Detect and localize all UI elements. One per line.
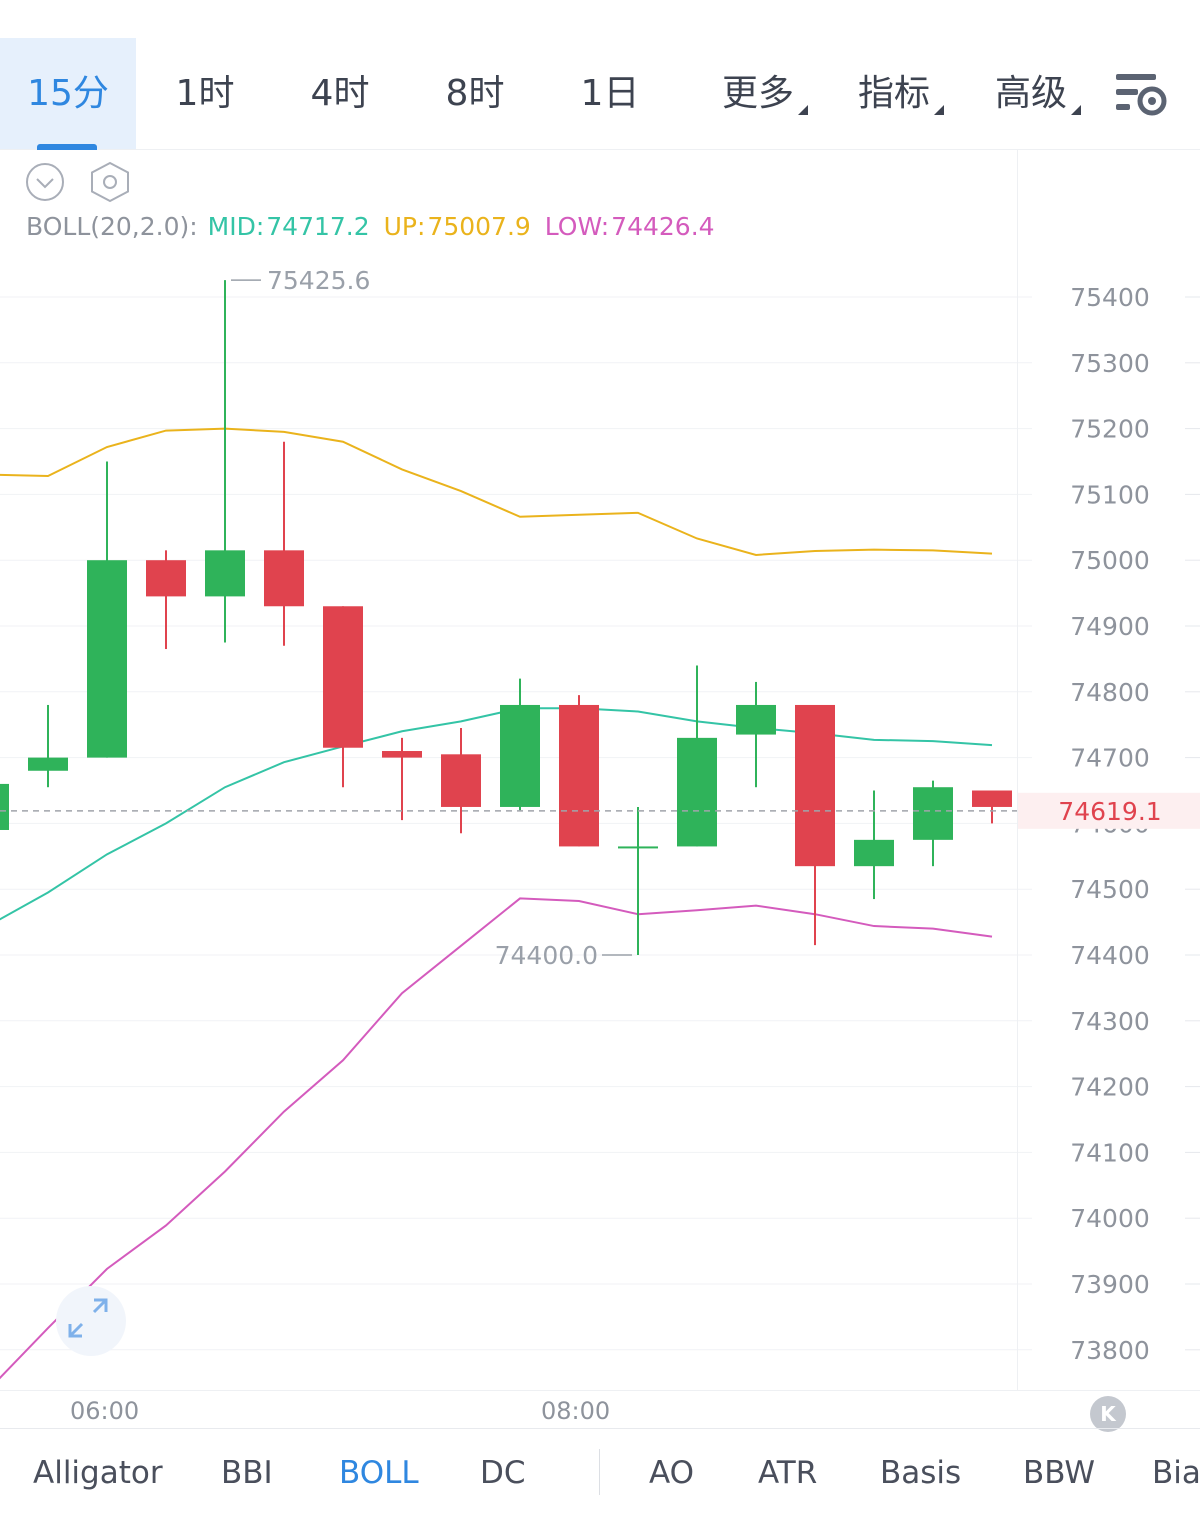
candle-body[interactable] [972, 790, 1012, 807]
tab-more[interactable]: 更多 [710, 38, 808, 149]
y-tick-label: 74400 [1070, 941, 1150, 970]
timeframe-tabbar: 15分 1时 4时 8时 1日 更多 指标 高级 [0, 38, 1200, 150]
candle-body[interactable] [795, 704, 835, 867]
y-tick-label: 74700 [1070, 744, 1150, 773]
indicator-ao[interactable]: AO [649, 1455, 695, 1491]
tab-15min[interactable]: 15分 [0, 38, 136, 150]
y-tick-label: 75100 [1070, 480, 1150, 509]
boll-upper-line [0, 427, 993, 556]
candle-body[interactable] [559, 704, 599, 847]
low-marker-label: 74400.0 [495, 941, 598, 970]
y-tick-label: 75400 [1070, 283, 1150, 312]
candle-body[interactable] [146, 560, 186, 597]
boll-lower-line [0, 897, 993, 1380]
candle-body[interactable] [618, 846, 658, 849]
tab-8h[interactable]: 8时 [445, 73, 505, 114]
indicator-alligator[interactable]: Alligator [33, 1455, 163, 1491]
hexagon-gear-icon[interactable] [88, 161, 132, 203]
boll-mid-line [0, 707, 993, 921]
tab-more-label: 更多 [721, 73, 794, 114]
candle-body[interactable] [323, 606, 363, 748]
candle-body[interactable] [441, 754, 481, 807]
legend-low-value: 74426.4 [611, 212, 715, 241]
y-tick-label: 75200 [1070, 415, 1150, 444]
dropdown-triangle-icon [934, 105, 944, 115]
y-tick-label: 74900 [1070, 612, 1150, 641]
candle-body[interactable] [854, 839, 894, 867]
candle-body[interactable] [28, 757, 68, 771]
settings-list-gear-icon[interactable] [1112, 68, 1176, 124]
legend-up-label: UP: [383, 212, 426, 241]
scroll-to-latest-button[interactable]: K [1090, 1396, 1126, 1432]
expand-arrows-icon [68, 1298, 108, 1338]
boll-legend: BOLL(20,2.0): MID:74717.2 UP:75007.9 LOW… [26, 212, 717, 241]
legend-mid-value: 74717.2 [266, 212, 370, 241]
indicator-bbi[interactable]: BBI [221, 1455, 273, 1491]
legend-mid-label: MID: [207, 212, 265, 241]
legend-up-value: 75007.9 [427, 212, 531, 241]
last-price-label: 74619.1 [1058, 797, 1161, 826]
y-tick-label: 74300 [1070, 1007, 1150, 1036]
dropdown-triangle-icon [1071, 105, 1081, 115]
indicator-bbw[interactable]: BBW [1023, 1455, 1096, 1491]
y-tick-label: 75000 [1070, 546, 1150, 575]
expand-button[interactable] [56, 1286, 126, 1356]
y-tick-label: 74500 [1070, 875, 1150, 904]
y-tick-label: 74000 [1070, 1204, 1150, 1233]
tab-1h[interactable]: 1时 [175, 73, 235, 114]
candle-body[interactable] [382, 751, 422, 758]
chevron-down-circle-icon[interactable] [24, 161, 66, 203]
candle-body[interactable] [500, 704, 540, 807]
dropdown-triangle-icon [798, 105, 808, 115]
y-tick-label: 73900 [1070, 1270, 1150, 1299]
candle-body[interactable] [0, 783, 9, 830]
tab-advanced[interactable]: 高级 [983, 38, 1081, 149]
k-icon: K [1100, 1402, 1116, 1426]
legend-name: BOLL(20,2.0): [26, 212, 198, 241]
high-marker-label: 75425.6 [267, 266, 370, 295]
indicator-basis[interactable]: Basis [880, 1455, 962, 1491]
y-tick-label: 75300 [1070, 349, 1150, 378]
indicator-boll[interactable]: BOLL [339, 1455, 419, 1491]
indicator-atr[interactable]: ATR [758, 1455, 818, 1491]
last-price-badge [1018, 792, 1200, 829]
indicator-separator [599, 1449, 600, 1495]
time-tick-0600: 06:00 [70, 1397, 140, 1425]
indicator-dc[interactable]: DC [480, 1455, 526, 1491]
candlestick-chart[interactable]: 75400 75300 75200 75100 75000 74900 74800 74700… [0, 150, 1200, 1390]
candle-body[interactable] [87, 560, 127, 758]
y-tick-label: 73800 [1070, 1336, 1150, 1365]
candle-body[interactable] [736, 704, 776, 735]
tab-1d[interactable]: 1日 [580, 73, 640, 114]
y-tick-label: 74200 [1070, 1073, 1150, 1102]
price-axis-divider [1017, 150, 1018, 1390]
candle-body[interactable] [913, 787, 953, 840]
indicator-bias[interactable]: Bias [1152, 1455, 1200, 1491]
tab-indicators[interactable]: 指标 [846, 38, 944, 149]
candle-body[interactable] [205, 550, 245, 597]
y-tick-label: 74100 [1070, 1138, 1150, 1167]
candle-body[interactable] [264, 550, 304, 607]
legend-low-label: LOW: [544, 212, 610, 241]
y-tick-label: 74800 [1070, 678, 1150, 707]
tab-advanced-label: 高级 [994, 73, 1067, 114]
tab-4h[interactable]: 4时 [310, 73, 370, 114]
tab-indicators-label: 指标 [857, 73, 930, 114]
time-axis: 06:00 08:00 [0, 1390, 1200, 1429]
time-tick-0800: 08:00 [541, 1397, 611, 1425]
indicator-bar: Alligator BBI BOLL DC AO ATR Basis BBW B… [0, 1428, 1200, 1523]
candle-body[interactable] [677, 737, 717, 847]
